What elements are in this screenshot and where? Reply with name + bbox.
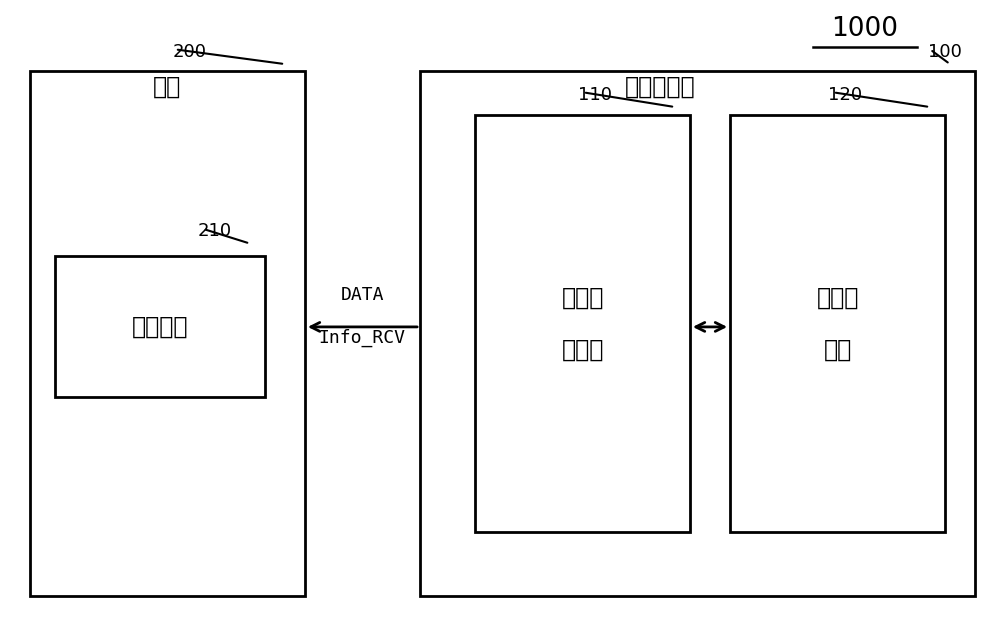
Text: 主机: 主机 [153,74,181,99]
Text: 控制器: 控制器 [562,337,604,362]
Text: 210: 210 [198,222,232,240]
Text: 存储器系统: 存储器系统 [625,74,695,99]
Text: 110: 110 [578,86,612,104]
Text: 恢复模块: 恢复模块 [132,315,188,339]
Text: DATA: DATA [340,287,384,304]
Bar [30,71,305,596]
Text: 200: 200 [173,43,207,61]
Bar [55,256,265,397]
Text: 1000: 1000 [832,15,898,42]
Bar [420,71,975,596]
Text: 存储器: 存储器 [562,286,604,310]
Bar [475,115,690,532]
Text: 100: 100 [928,43,962,61]
Text: 装置: 装置 [824,337,852,362]
Text: Info_RCV: Info_RCV [318,329,406,347]
Bar [730,115,945,532]
Text: 120: 120 [828,86,862,104]
Text: 存储器: 存储器 [817,286,859,310]
